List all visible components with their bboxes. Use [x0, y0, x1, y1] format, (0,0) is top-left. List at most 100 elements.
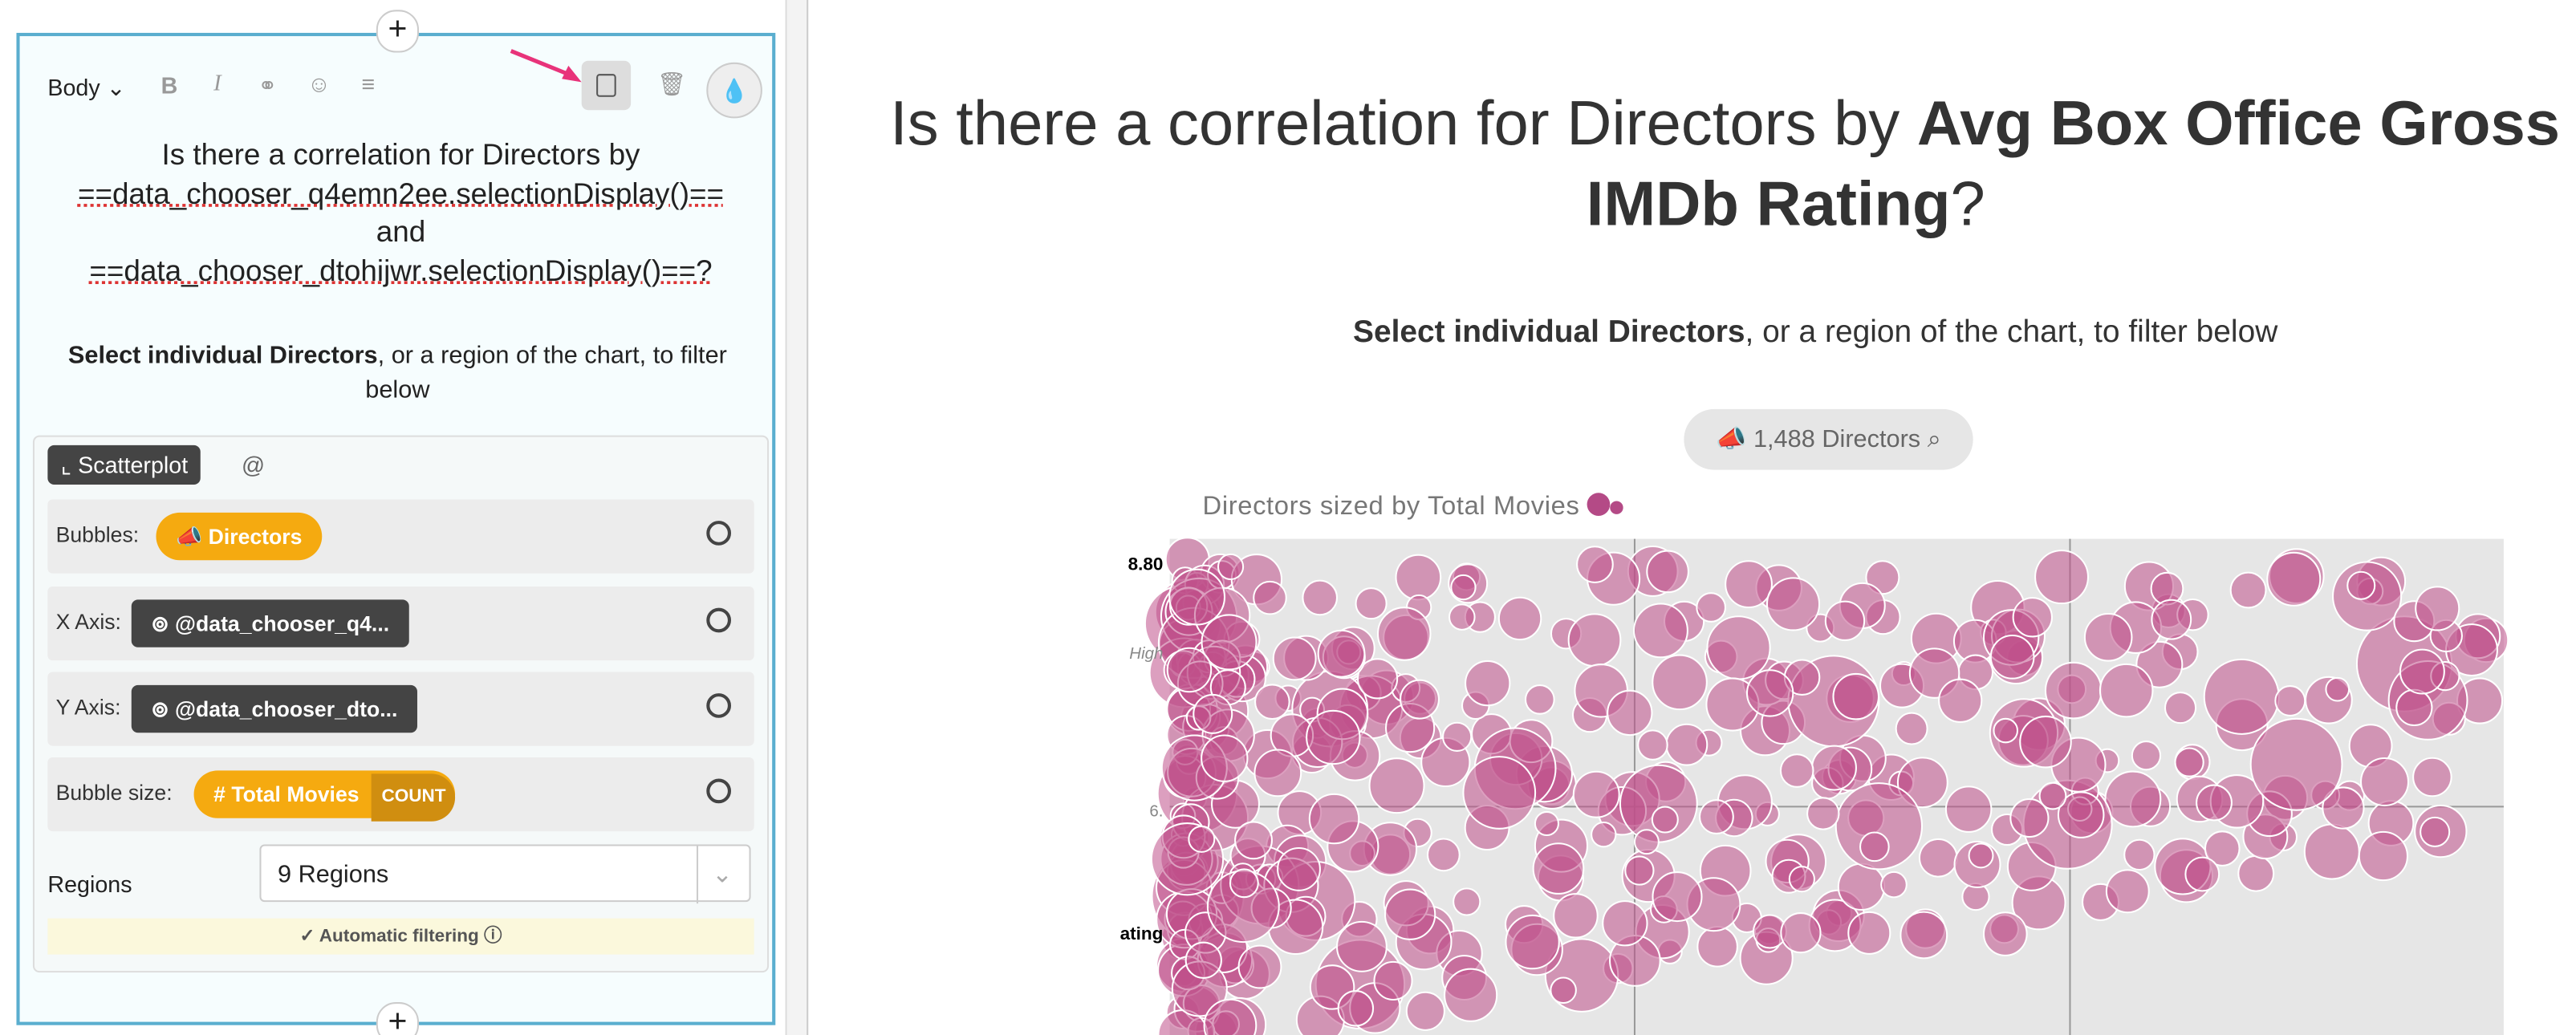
bubble[interactable]: [1444, 968, 1498, 1022]
add-block[interactable]: +: [376, 1002, 420, 1035]
scatter-plot[interactable]: 8.80 High 6. IMDb Rating: [1120, 526, 2517, 1035]
bubble[interactable]: [2229, 571, 2267, 609]
bubble[interactable]: [1166, 647, 1213, 693]
bubble[interactable]: [2038, 781, 2067, 810]
bubble[interactable]: [1576, 546, 1614, 583]
bubble[interactable]: [1699, 799, 1734, 834]
bubble[interactable]: [1637, 729, 1668, 761]
bubble[interactable]: [1993, 717, 2018, 744]
bubble[interactable]: [1865, 560, 1900, 595]
bubble[interactable]: [1859, 831, 1890, 862]
bubble[interactable]: [1745, 669, 1794, 717]
bubble[interactable]: [2346, 570, 2376, 600]
bubble[interactable]: [2009, 798, 2050, 838]
bubble[interactable]: [1938, 678, 1983, 723]
delete-button[interactable]: 🗑: [656, 71, 687, 97]
field-pill[interactable]: ⊚ @data_chooser_dto...: [131, 684, 417, 733]
bubble[interactable]: [1651, 806, 1679, 834]
bubble[interactable]: [1780, 912, 1822, 954]
bubble[interactable]: [1572, 770, 1620, 818]
bubble[interactable]: [2174, 747, 2204, 777]
bubble[interactable]: [1203, 998, 1258, 1035]
bubble[interactable]: [1335, 920, 1388, 972]
bubble[interactable]: [1788, 866, 1815, 893]
bubble[interactable]: [1253, 749, 1302, 798]
bubble[interactable]: [1442, 721, 1473, 752]
bubble[interactable]: [2034, 550, 2090, 605]
bubble[interactable]: [1968, 842, 1994, 869]
bubble[interactable]: [2412, 757, 2452, 798]
search-pill[interactable]: 📣 1,488 Directors ⌕: [1684, 408, 1973, 470]
bubble[interactable]: [1696, 592, 1726, 623]
bubble[interactable]: [1253, 580, 1287, 615]
bubble[interactable]: [1308, 793, 1360, 845]
bubble[interactable]: [1168, 568, 1226, 626]
bubble[interactable]: [1237, 944, 1282, 989]
bubble[interactable]: [2274, 685, 2306, 716]
bubble[interactable]: [2164, 692, 2197, 724]
bubble[interactable]: [1405, 991, 1445, 1031]
bubble[interactable]: [1355, 587, 1388, 620]
bubble[interactable]: [1188, 825, 1216, 853]
bubble[interactable]: [1254, 684, 1290, 720]
bubble[interactable]: [2099, 663, 2154, 718]
bubble[interactable]: [1591, 822, 1617, 848]
bubble[interactable]: [1448, 603, 1476, 631]
duplicate-button[interactable]: [581, 60, 632, 111]
bubble[interactable]: [1567, 613, 1622, 668]
search-icon[interactable]: [706, 607, 732, 633]
bubble[interactable]: [2399, 648, 2445, 695]
bubble[interactable]: [1217, 553, 1245, 581]
bubble[interactable]: [1383, 888, 1436, 940]
bubble[interactable]: [1665, 723, 1709, 766]
bubble[interactable]: [1982, 911, 2028, 956]
bubble[interactable]: [1337, 990, 1375, 1027]
bubble[interactable]: [1532, 842, 1585, 895]
search-icon[interactable]: [706, 693, 732, 718]
bubble[interactable]: [1201, 734, 1249, 782]
bubble[interactable]: [1944, 785, 1993, 833]
bubble[interactable]: [1811, 745, 1857, 791]
bubble[interactable]: [1317, 629, 1366, 678]
bubble[interactable]: [2237, 854, 2275, 892]
bubble[interactable]: [1376, 607, 1432, 661]
bubble[interactable]: [1395, 554, 1442, 601]
bubble[interactable]: [2131, 741, 2162, 771]
bubble[interactable]: [1706, 615, 1771, 680]
bubble[interactable]: [1824, 600, 1866, 641]
bubble[interactable]: [1373, 960, 1413, 1000]
bubble[interactable]: [1553, 893, 1599, 939]
bubble[interactable]: [1806, 797, 1840, 830]
bubble[interactable]: [1880, 871, 1908, 899]
emoji-button[interactable]: ☺: [307, 71, 331, 97]
theme-button[interactable]: 💧: [706, 62, 762, 119]
bubble[interactable]: [1652, 654, 1708, 711]
bubble[interactable]: [2083, 612, 2133, 662]
bubble[interactable]: [1989, 634, 2035, 680]
bubble[interactable]: [1725, 560, 1773, 609]
search-icon[interactable]: [706, 521, 732, 546]
italic-button[interactable]: I: [213, 72, 221, 97]
bubble[interactable]: [1550, 976, 1577, 1005]
bubble[interactable]: [1765, 577, 1821, 631]
regions-select[interactable]: 9 Regions ⌄: [259, 844, 751, 904]
bubble[interactable]: [2395, 688, 2433, 727]
bubble[interactable]: [1465, 660, 1511, 707]
mention[interactable]: @: [241, 452, 266, 478]
bubble[interactable]: [1277, 846, 1321, 891]
bubble[interactable]: [2019, 715, 2072, 769]
bubble[interactable]: [1306, 709, 1361, 765]
bold-button[interactable]: B: [160, 72, 178, 99]
bubble[interactable]: [2044, 661, 2103, 720]
add-block[interactable]: +: [376, 10, 420, 53]
bubble[interactable]: [2322, 786, 2365, 830]
bubble[interactable]: [1646, 550, 1689, 594]
bubble[interactable]: [1534, 810, 1559, 837]
bubble[interactable]: [1899, 911, 1948, 960]
bubble[interactable]: [2303, 823, 2360, 880]
bubble[interactable]: [1834, 782, 1924, 871]
bubble[interactable]: [2105, 869, 2150, 914]
bubble[interactable]: [1633, 829, 1660, 855]
bubble[interactable]: [2012, 597, 2053, 638]
bubble[interactable]: [2104, 770, 2162, 828]
